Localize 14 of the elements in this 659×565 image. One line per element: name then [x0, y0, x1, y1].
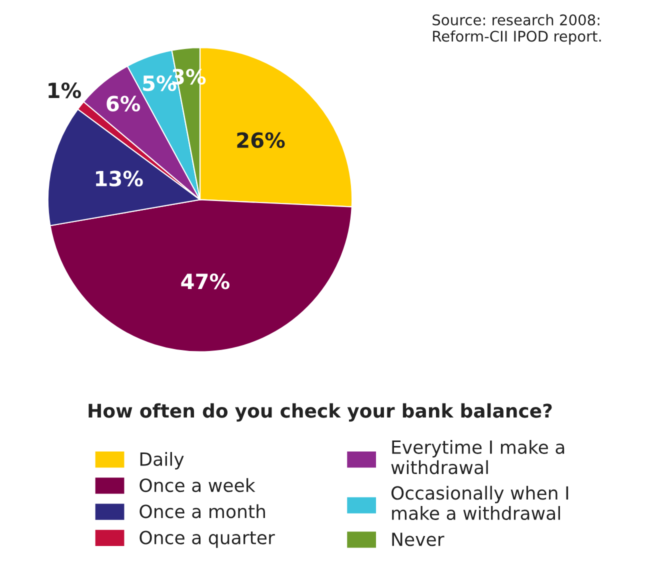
source-note: Source: research 2008: Reform-CII IPOD report.: [432, 14, 601, 45]
legend-label: Once a quarter: [140, 530, 275, 548]
text: How often do you check your bank balance?: [88, 403, 552, 422]
legend-label: Never: [392, 532, 444, 546]
legend-label: Daily: [140, 452, 184, 470]
data-label: 26%: [237, 132, 285, 148]
data-label: 13%: [96, 170, 143, 186]
data-label: 47%: [181, 274, 230, 290]
legend-label: Once a month: [140, 504, 265, 518]
legend-label: Occasionally when I make a withdrawal: [391, 486, 568, 520]
legend-label: Once a week: [140, 478, 256, 492]
data-label: 1%: [48, 82, 81, 98]
legend-label: Everytime I make a withdrawal: [391, 440, 564, 474]
data-label: 6%: [106, 96, 140, 112]
